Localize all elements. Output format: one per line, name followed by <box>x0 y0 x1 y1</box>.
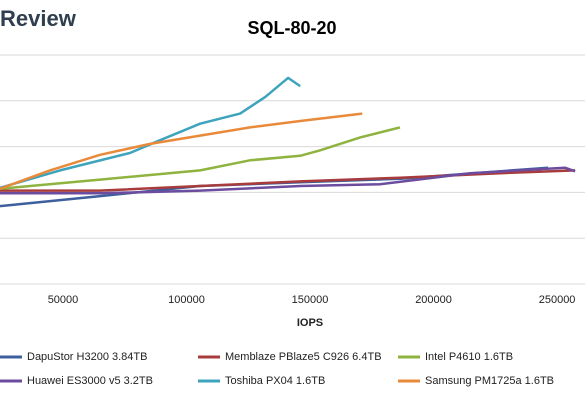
series-line <box>0 166 576 195</box>
legend-label: Memblaze PBlaze5 C926 6.4TB <box>225 351 382 363</box>
series-line <box>0 76 301 190</box>
x-tick-label: 100000 <box>168 294 205 306</box>
series-line <box>0 112 363 190</box>
x-axis-label: IOPS <box>297 317 323 329</box>
legend-label: DapuStor H3200 3.84TB <box>27 351 147 363</box>
x-tick-label: 200000 <box>415 294 452 306</box>
legend-label: Huawei ES3000 v5 3.2TB <box>27 375 153 387</box>
chart-title: SQL-80-20 <box>247 18 336 38</box>
series-line <box>0 126 401 190</box>
legend-label: Toshiba PX04 1.6TB <box>225 375 325 387</box>
x-tick-label: 250000 <box>539 294 576 306</box>
x-tick-label: 150000 <box>292 294 329 306</box>
legend-label: Intel P4610 1.6TB <box>425 351 513 363</box>
series-line <box>0 169 576 192</box>
x-tick-label: 50000 <box>48 294 79 306</box>
legend-label: Samsung PM1725a 1.6TB <box>425 375 554 387</box>
brand: Review <box>0 6 77 31</box>
